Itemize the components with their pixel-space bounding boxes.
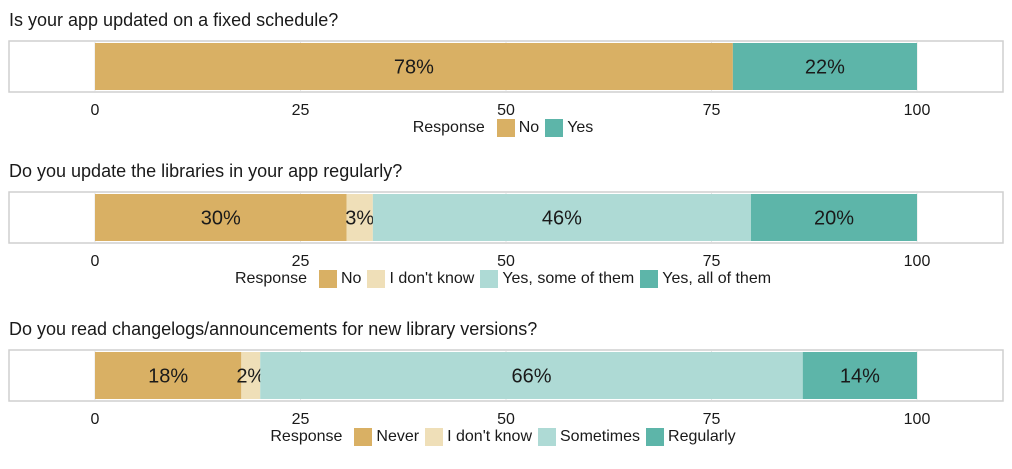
legend-item-yes-all-of-them: Yes, all of them — [640, 270, 771, 288]
x-tick-label: 100 — [904, 253, 931, 270]
chart-legend: Response Never I don't know Sometimes Regul… — [0, 428, 1012, 446]
legend-label: Yes, some of them — [502, 270, 635, 287]
bar-label: 78% — [394, 57, 434, 79]
legend-label: I don't know — [447, 428, 532, 445]
x-tick-label: 75 — [703, 102, 721, 119]
legend-item-no: No — [496, 119, 540, 137]
chart-title: Do you update the libraries in your app … — [9, 161, 403, 181]
legend-label: Never — [376, 428, 420, 445]
legend-item-yes-some-of-them: Yes, some of them — [480, 270, 634, 288]
legend-title: Response — [412, 119, 485, 136]
legend-item-no: No — [318, 270, 362, 288]
chart-title: Is your app updated on a fixed schedule? — [9, 10, 339, 30]
legend-item-i-don-t-know: I don't know — [367, 270, 474, 288]
chart-title: Do you read changelogs/announcements for… — [9, 319, 538, 339]
bar-label: 46% — [542, 208, 582, 230]
bar-label: 14% — [840, 366, 880, 388]
legend-swatch — [367, 270, 386, 288]
bar-segment-i-don-t-know — [346, 194, 373, 241]
legend-label: I don't know — [389, 270, 475, 287]
chart-panel-fixed-schedule: Is your app updated on a fixed schedule?… — [0, 10, 1012, 160]
legend-label: Yes, all of them — [662, 270, 772, 287]
x-tick-label: 0 — [91, 102, 100, 119]
x-tick-label: 50 — [497, 411, 515, 428]
x-tick-label: 0 — [91, 253, 100, 270]
chart-plot: 78% 22% 0 25 50 75 100 — [8, 40, 1004, 119]
bar-segment-yes-some-of-them — [372, 194, 751, 241]
legend-label: No — [518, 119, 540, 136]
x-tick-label: 75 — [703, 253, 721, 270]
legend-swatch — [640, 270, 659, 288]
bar-segment-i-don-t-know — [241, 352, 261, 399]
x-tick-label: 25 — [292, 253, 310, 270]
legend-swatch — [480, 270, 499, 288]
legend-swatch — [425, 428, 444, 446]
x-tick-label: 50 — [497, 102, 515, 119]
bar-label: 30% — [201, 208, 241, 230]
legend-swatch — [318, 270, 337, 288]
chart-legend: Response No I don't know Yes, some of them… — [0, 270, 1012, 288]
chart-panel-update-libraries: Do you update the libraries in your app … — [0, 161, 1012, 311]
legend-swatch — [646, 428, 665, 446]
bar-label: 18% — [148, 366, 188, 388]
chart-plot: 30% 3% 46% 20% 0 25 50 75 100 — [8, 191, 1004, 270]
legend-item-sometimes: Sometimes — [538, 428, 640, 446]
x-tick-label: 0 — [91, 411, 100, 428]
x-tick-label: 75 — [703, 411, 721, 428]
chart-panel-read-changelogs: Do you read changelogs/announcements for… — [0, 319, 1012, 469]
x-tick-label: 50 — [497, 253, 515, 270]
chart-legend: Response No Yes — [0, 119, 1012, 137]
x-tick-label: 25 — [292, 411, 310, 428]
chart-plot: 18% 2% 66% 14% 0 25 50 75 100 — [8, 349, 1004, 428]
legend-item-yes: Yes — [545, 119, 593, 137]
bar-segment-yes-all-of-them — [750, 194, 917, 241]
legend-label: No — [340, 270, 362, 287]
legend-item-never: Never — [354, 428, 419, 446]
bar-label: 3% — [345, 208, 374, 230]
bar-segment-no — [95, 194, 347, 241]
legend-label: Yes — [567, 119, 594, 136]
legend-swatch — [354, 428, 373, 446]
bar-label: 22% — [805, 57, 845, 79]
x-tick-label: 100 — [904, 102, 931, 119]
bar-segment-no — [95, 43, 733, 90]
legend-label: Sometimes — [560, 428, 641, 445]
x-tick-label: 100 — [904, 411, 931, 428]
legend-title: Response — [270, 428, 343, 445]
legend-swatch — [545, 119, 564, 137]
bar-label: 66% — [511, 366, 551, 388]
bar-segment-yes — [732, 43, 917, 90]
bar-label: 20% — [814, 208, 854, 230]
legend-label: Regularly — [668, 428, 736, 445]
legend-item-i-don-t-know: I don't know — [425, 428, 532, 446]
bar-label: 2% — [236, 366, 265, 388]
bar-segment-sometimes — [260, 352, 803, 399]
legend-swatch — [538, 428, 556, 446]
legend-swatch — [496, 119, 515, 137]
legend-title: Response — [234, 270, 307, 287]
legend-item-regularly: Regularly — [646, 428, 736, 446]
x-tick-label: 25 — [292, 102, 310, 119]
bar-segment-never — [95, 352, 242, 399]
bar-segment-regularly — [802, 352, 917, 399]
